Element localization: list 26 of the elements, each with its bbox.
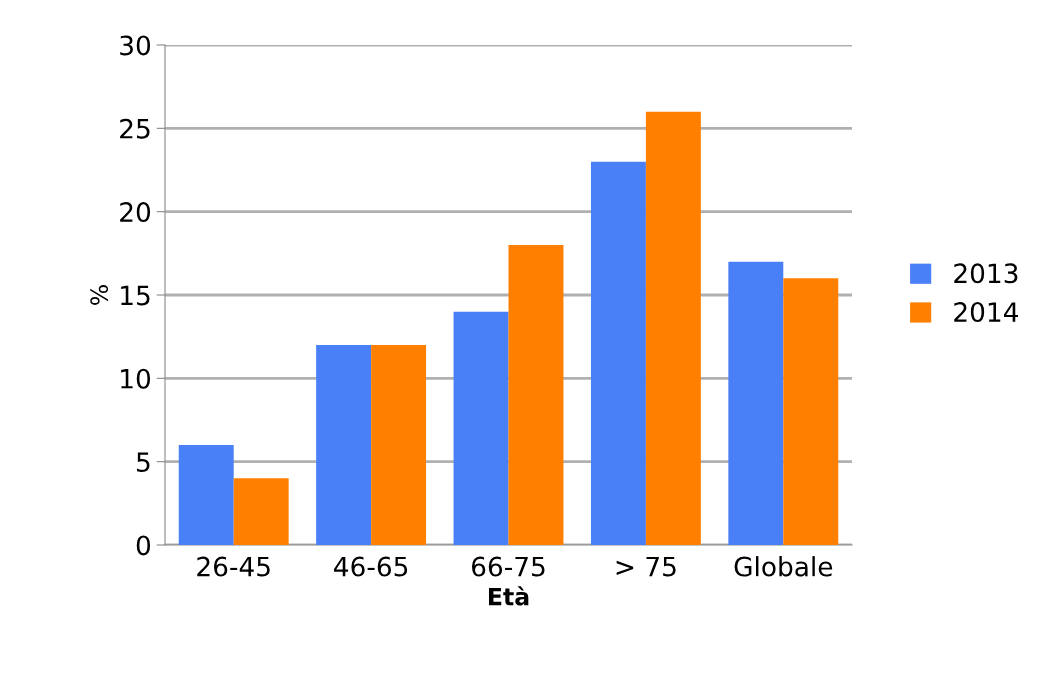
x-tick-label: 66-75 <box>472 556 545 577</box>
bar <box>178 445 234 545</box>
bar <box>590 161 646 545</box>
legend-label: 2014 <box>954 302 1018 323</box>
y-tick-label: 30 <box>120 35 151 56</box>
bar <box>728 261 784 545</box>
y-tick-label: 25 <box>120 118 150 139</box>
bar <box>783 278 839 545</box>
y-tick-label: 5 <box>137 452 150 473</box>
x-tick-label: Globale <box>734 556 833 577</box>
y-axis-title: % <box>90 285 109 305</box>
bar <box>233 478 289 545</box>
bar <box>645 111 701 545</box>
bar <box>453 311 509 545</box>
legend-label: 2013 <box>954 263 1018 284</box>
bar <box>508 245 564 545</box>
y-tick-label: 0 <box>136 535 151 556</box>
x-tick-label: > 75 <box>616 556 676 577</box>
x-tick-label: 26-45 <box>197 556 270 577</box>
bar <box>316 345 372 545</box>
x-axis-title: Età <box>488 586 529 606</box>
y-tick-label: 15 <box>121 285 150 306</box>
y-tick-label: 10 <box>121 368 151 389</box>
y-tick-label: 20 <box>120 202 151 223</box>
x-tick-label: 46-65 <box>334 556 408 577</box>
bar <box>371 345 427 545</box>
